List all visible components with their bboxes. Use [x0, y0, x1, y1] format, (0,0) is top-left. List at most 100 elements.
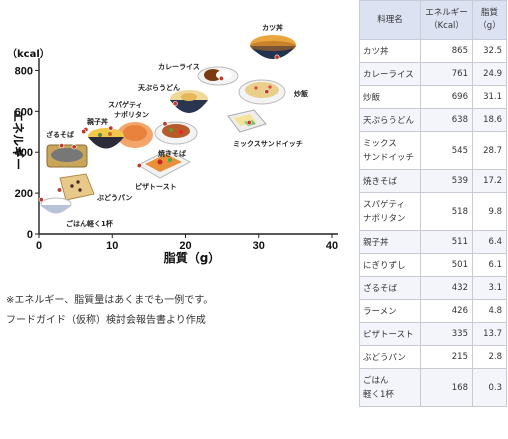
budou-illustration	[59, 173, 95, 201]
cell-fat: 4.8	[472, 299, 507, 323]
label-budou: ぶどうパン	[96, 193, 132, 202]
zarusoba-illustration	[46, 144, 88, 168]
cell-energy: 511	[420, 230, 473, 254]
header-name: 料理名	[359, 0, 421, 40]
napolitan-illustration	[117, 122, 153, 148]
x-axis-title: 脂質（g）	[163, 250, 221, 265]
cell-name: 親子丼	[359, 230, 421, 254]
tempura-udon-illustration	[170, 90, 208, 113]
data-point-0	[274, 54, 280, 60]
cell-name: ぶどうパン	[359, 345, 421, 369]
cell-energy: 432	[420, 276, 473, 300]
data-point-1	[218, 75, 224, 81]
cell-fat: 9.8	[472, 192, 507, 231]
cell-name: 天ぷらうどん	[359, 108, 421, 132]
data-point-6	[108, 125, 114, 131]
cell-fat: 6.1	[472, 253, 507, 277]
cell-energy: 215	[420, 345, 473, 369]
label-gohan: ごはん軽く1杯	[66, 219, 114, 228]
cell-name: 焼きそば	[359, 169, 421, 193]
cell-name: ピザトースト	[359, 322, 421, 346]
table-row: 天ぷらうどん 638 18.6	[359, 108, 507, 132]
nutrition-table: 料理名 エネルギー （Kcal） 脂質 （g） カツ丼 865 32.5 カレーライス 76…	[359, 0, 507, 437]
data-point-8	[81, 129, 87, 135]
label-zarusoba: ざるそば	[46, 130, 74, 139]
table-row: ごはん 軽く1杯 168 0.3	[359, 368, 507, 407]
cell-name: スパゲティ ナポリタン	[359, 192, 421, 231]
cell-energy: 865	[420, 39, 473, 63]
data-point-4	[246, 120, 252, 126]
data-point-2	[264, 89, 270, 95]
label-pizza: ピザトースト	[135, 182, 177, 191]
table-row: スパゲティ ナポリタン 518 9.8	[359, 192, 507, 231]
y-axis-title: エネルギー	[11, 110, 26, 170]
cell-fat: 31.1	[472, 85, 507, 109]
cell-energy: 168	[420, 368, 473, 407]
cell-energy: 426	[420, 299, 473, 323]
table-row: 親子丼 511 6.4	[359, 230, 507, 254]
y-unit: （kcal）	[7, 47, 50, 60]
cell-energy: 545	[420, 131, 473, 170]
header-energy: エネルギー （Kcal）	[420, 0, 473, 40]
label-chahan: 炒飯	[294, 89, 309, 98]
note-line-1: ※エネルギー、脂質量はあくまでも一例です。	[6, 295, 214, 306]
label-napolitan-1: スパゲティ	[108, 100, 143, 109]
cell-energy: 638	[420, 108, 473, 132]
oyakodon-illustration	[88, 128, 124, 149]
header-fat: 脂質 （g）	[472, 0, 507, 40]
note-line-2: フードガイド（仮称）検討会報告書より作成	[6, 315, 206, 326]
table-row: カレーライス 761 24.9	[359, 62, 507, 86]
cell-fat: 18.6	[472, 108, 507, 132]
label-tempura-udon: 天ぷらうどん	[138, 83, 180, 92]
food-illustrations	[40, 35, 296, 214]
cell-fat: 13.7	[472, 322, 507, 346]
cell-energy: 539	[420, 169, 473, 193]
yakisoba-illustration	[154, 121, 198, 145]
cell-energy: 696	[420, 85, 473, 109]
cell-energy: 761	[420, 62, 473, 86]
label-napolitan-2: ナポリタン	[114, 110, 149, 119]
cell-fat: 2.8	[472, 345, 507, 369]
cell-energy: 518	[420, 192, 473, 231]
food-labels: カツ丼 カレーライス 天ぷらうどん スパゲティ ナポリタン 炒飯 親子丼 ざるそ…	[46, 23, 309, 228]
label-oyakodon: 親子丼	[87, 117, 108, 126]
cell-energy: 335	[420, 322, 473, 346]
cell-name: カツ丼	[359, 39, 421, 63]
cell-name: ざるそば	[359, 276, 421, 300]
y-tick-label-3: 600	[15, 106, 33, 118]
cell-energy: 501	[420, 253, 473, 277]
label-yakisoba: 焼きそば	[158, 149, 186, 158]
chahan-illustration	[238, 79, 286, 105]
x-tick-label-1: 10	[106, 240, 118, 252]
cell-fat: 32.5	[472, 39, 507, 63]
x-tick-label-0: 0	[36, 240, 42, 252]
cell-fat: 6.4	[472, 230, 507, 254]
y-tick-label-2: 400	[15, 147, 33, 159]
x-tick-label-2: 20	[179, 240, 191, 252]
label-mixsand: ミックスサンドイッチ	[233, 139, 303, 148]
table-row: ミックス サンドイッチ 545 28.7	[359, 131, 507, 170]
katsudon-illustration	[250, 35, 296, 59]
table-row: ぶどうパン 215 2.8	[359, 345, 507, 369]
table-row: ピザトースト 335 13.7	[359, 322, 507, 346]
curry-illustration	[197, 66, 239, 86]
cell-fat: 3.1	[472, 276, 507, 300]
table-row: 炒飯 696 31.1	[359, 85, 507, 109]
y-tick-label-1: 200	[15, 188, 33, 200]
cell-fat: 17.2	[472, 169, 507, 193]
data-point-13	[38, 197, 44, 203]
gohan-illustration	[40, 197, 72, 214]
table-row: ラーメン 426 4.8	[359, 299, 507, 323]
x-tick-label-4: 40	[326, 240, 338, 252]
cell-name: 炒飯	[359, 85, 421, 109]
data-point-12	[57, 187, 63, 193]
cell-name: ミックス サンドイッチ	[359, 131, 421, 170]
data-point-9	[59, 143, 65, 149]
data-point-10	[71, 144, 77, 150]
data-point-5	[162, 121, 168, 127]
cell-name: ラーメン	[359, 299, 421, 323]
mixsand-illustration	[227, 109, 267, 133]
cell-fat: 0.3	[472, 368, 507, 407]
y-tick-label-4: 800	[15, 65, 33, 77]
